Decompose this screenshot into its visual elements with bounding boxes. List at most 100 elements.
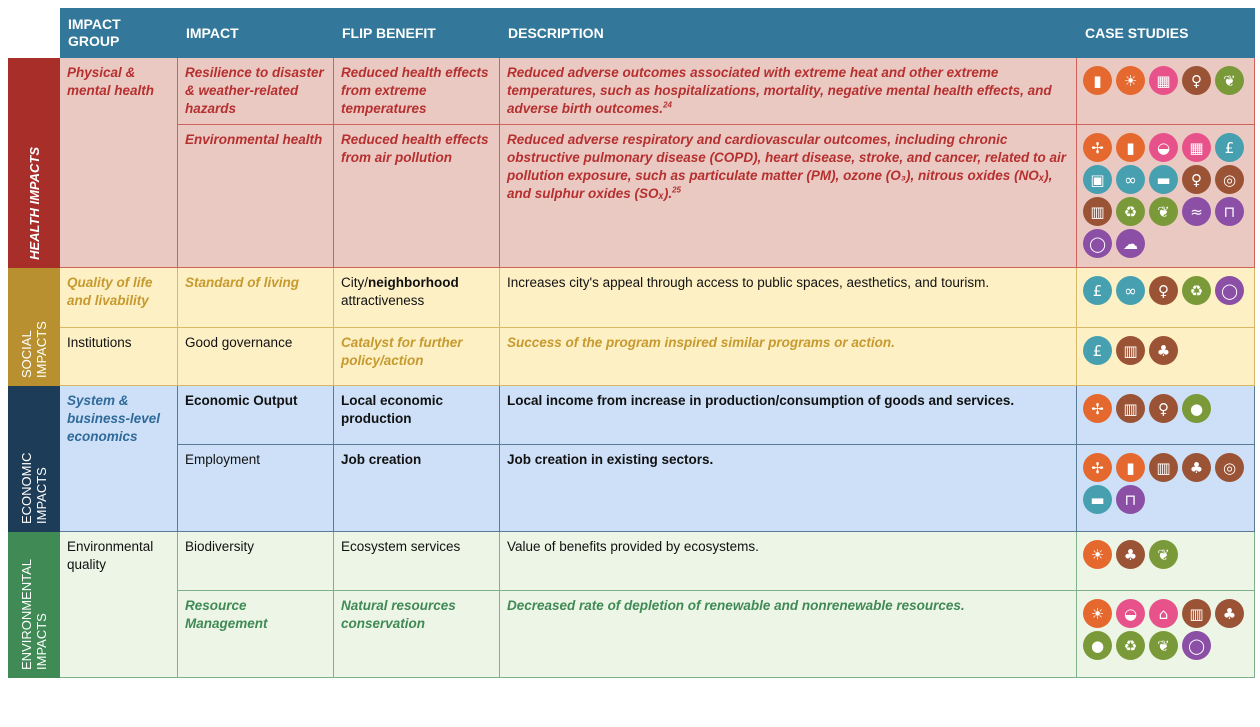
recycle-icon[interactable]: ♻	[1116, 631, 1145, 660]
circle-ring-icon[interactable]: ◯	[1083, 229, 1112, 258]
flip-benefit-cell: Local economic production	[334, 386, 500, 445]
case-studies-cell: ✢ ▮ ◒ ▦ £ ▣ ∞ ▬ ♀ ◎ ▥ ♻ ❦ ≈ ⊓ ◯ ☁	[1077, 125, 1255, 268]
solar-panel-icon[interactable]: ☀	[1116, 66, 1145, 95]
brick-wall-icon[interactable]: ▦	[1182, 133, 1211, 162]
coffee-beans-icon[interactable]: ❦	[1149, 631, 1178, 660]
flip-benefit-text: Ecosystem services	[341, 539, 461, 554]
tree-roots-icon[interactable]: ♣	[1149, 336, 1178, 365]
flip-benefit-text: attractiveness	[341, 293, 425, 308]
header-flip: FLIP BENEFIT	[334, 8, 500, 58]
battery-water-icon[interactable]: ▮	[1116, 133, 1145, 162]
barrier-icon[interactable]: ⊓	[1215, 197, 1244, 226]
pedestrian-icon[interactable]: ♀	[1182, 66, 1211, 95]
coffee-beans-icon[interactable]: ❦	[1149, 540, 1178, 569]
section-label-3: ENVIRONMENTAL IMPACTS	[8, 532, 60, 678]
impact-cell: Environmental health	[178, 125, 334, 268]
impact-table: IMPACT GROUP IMPACT FLIP BENEFIT DESCRIPTIO…	[8, 8, 1255, 678]
description-cell: Reduced adverse outcomes associated with…	[500, 58, 1077, 125]
flip-benefit-cell: Catalyst for further policy/action	[334, 328, 500, 386]
battery-water-icon[interactable]: ▮	[1116, 453, 1145, 482]
coffee-beans-icon[interactable]: ❦	[1215, 66, 1244, 95]
solar-panel-icon[interactable]: ☀	[1083, 599, 1112, 628]
case-study-icons: ☀ ♣ ❦	[1077, 532, 1254, 577]
building-tree-icon[interactable]: ▥	[1083, 197, 1112, 226]
case-studies-cell: ☀ ♣ ❦	[1077, 532, 1255, 591]
footnote-ref: 24	[663, 100, 672, 110]
recycle-icon[interactable]: ♻	[1116, 197, 1145, 226]
impact-text: Good governance	[185, 335, 293, 350]
boat-icon[interactable]: ≈	[1182, 197, 1211, 226]
flip-benefit-text: Job creation	[341, 452, 422, 467]
footnote-ref: 25	[672, 185, 682, 195]
impact-cell: Economic Output	[178, 386, 334, 445]
impact-group-cell: Institutions	[60, 328, 178, 386]
electric-van-icon[interactable]: ▬	[1149, 165, 1178, 194]
impact-text: Economic Output	[185, 393, 298, 408]
header-impact: IMPACT	[178, 8, 334, 58]
building-tree-icon[interactable]: ▥	[1149, 453, 1178, 482]
pedestrian-icon[interactable]: ♀	[1149, 394, 1178, 423]
tree-roots-icon[interactable]: ♣	[1182, 453, 1211, 482]
battery-water-icon[interactable]: ▮	[1083, 66, 1112, 95]
case-study-icons: £ ∞ ♀ ♻ ◯	[1077, 268, 1254, 313]
solar-panel-icon[interactable]: ☀	[1083, 540, 1112, 569]
bus-clock-icon[interactable]: ▣	[1083, 165, 1112, 194]
house-icon[interactable]: ⌂	[1149, 599, 1178, 628]
wind-turbine-icon[interactable]: ✢	[1083, 453, 1112, 482]
description-text: Reduced adverse outcomes associated with…	[507, 65, 1052, 116]
barrier-icon[interactable]: ⊓	[1116, 485, 1145, 514]
description-text: Job creation in existing sectors.	[507, 452, 714, 467]
description-text: Value of benefits provided by ecosystems…	[507, 539, 759, 554]
tree-roots-icon[interactable]: ♣	[1215, 599, 1244, 628]
flip-benefit-cell: Reduced health effects from extreme temp…	[334, 58, 500, 125]
description-cell: Success of the program inspired similar …	[500, 328, 1077, 386]
case-study-icons: £ ▥ ♣	[1077, 328, 1254, 373]
header-desc: DESCRIPTION	[500, 8, 1077, 58]
case-study-icons: ✢ ▥ ♀ ●	[1077, 386, 1254, 431]
impact-cell: Employment	[178, 445, 334, 532]
electric-car-icon[interactable]: £	[1215, 133, 1244, 162]
pedestrian-icon[interactable]: ♀	[1182, 165, 1211, 194]
impact-text: Employment	[185, 452, 261, 467]
apple-icon[interactable]: ●	[1083, 631, 1112, 660]
building-tree-icon[interactable]: ▥	[1182, 599, 1211, 628]
flip-benefit-cell: Natural resources conservation	[334, 591, 500, 678]
wind-turbine-icon[interactable]: ✢	[1083, 394, 1112, 423]
header-case: CASE STUDIES	[1077, 8, 1255, 58]
recycle-icon[interactable]: ♻	[1182, 276, 1211, 305]
electric-van-icon[interactable]: ▬	[1083, 485, 1112, 514]
cloud-trees-icon[interactable]: ☁	[1116, 229, 1145, 258]
section-label-text: SOCIAL IMPACTS	[19, 321, 49, 378]
brick-wall-icon[interactable]: ▦	[1149, 66, 1178, 95]
log-icon[interactable]: ◎	[1215, 165, 1244, 194]
bicycle-icon[interactable]: ∞	[1116, 165, 1145, 194]
flip-benefit-cell: City/neighborhood attractiveness	[334, 268, 500, 328]
flip-benefit-text: neighborhood	[368, 275, 459, 290]
impact-group-text: Institutions	[67, 335, 132, 350]
circle-ring-icon[interactable]: ◯	[1215, 276, 1244, 305]
apple-icon[interactable]: ●	[1182, 394, 1211, 423]
case-study-icons: ✢ ▮ ◒ ▦ £ ▣ ∞ ▬ ♀ ◎ ▥ ♻ ❦ ≈ ⊓ ◯ ☁	[1077, 125, 1254, 266]
electric-car-icon[interactable]: £	[1083, 276, 1112, 305]
bicycle-icon[interactable]: ∞	[1116, 276, 1145, 305]
section-label-1: SOCIAL IMPACTS	[8, 268, 60, 386]
pedestrian-icon[interactable]: ♀	[1149, 276, 1178, 305]
coffee-beans-icon[interactable]: ❦	[1149, 197, 1178, 226]
building-tree-icon[interactable]: ▥	[1116, 394, 1145, 423]
flip-benefit-text: Local economic production	[341, 393, 444, 426]
tree-roots-icon[interactable]: ♣	[1116, 540, 1145, 569]
log-icon[interactable]: ◎	[1215, 453, 1244, 482]
flip-benefit-text: Natural resources conservation	[341, 598, 456, 631]
impact-text: Resource Management	[185, 598, 268, 631]
frying-pan-icon[interactable]: ◒	[1149, 133, 1178, 162]
electric-car-icon[interactable]: £	[1083, 336, 1112, 365]
flip-benefit-cell: Reduced health effects from air pollutio…	[334, 125, 500, 268]
circle-ring-icon[interactable]: ◯	[1182, 631, 1211, 660]
wind-turbine-icon[interactable]: ✢	[1083, 133, 1112, 162]
case-study-icons: ☀ ◒ ⌂ ▥ ♣ ● ♻ ❦ ◯	[1077, 591, 1254, 668]
impact-text: Resilience to disaster & weather-related…	[185, 65, 324, 116]
description-cell: Decreased rate of depletion of renewable…	[500, 591, 1077, 678]
flip-benefit-cell: Ecosystem services	[334, 532, 500, 591]
frying-pan-icon[interactable]: ◒	[1116, 599, 1145, 628]
building-tree-icon[interactable]: ▥	[1116, 336, 1145, 365]
